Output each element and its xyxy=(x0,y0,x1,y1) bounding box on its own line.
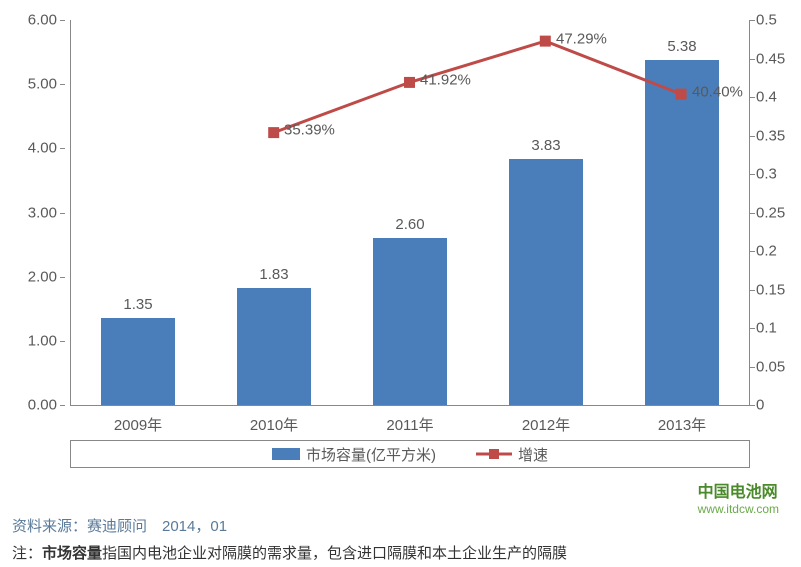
chart-container: 0.00 1.00 2.00 3.00 4.00 5.00 6.00 0 0.05 0.1 0.1… xyxy=(10,10,790,465)
y-right-tick: 0.35 xyxy=(756,127,785,144)
legend-line-swatch xyxy=(476,447,512,461)
y-right-tick: 0 xyxy=(756,397,764,414)
bar-value-label: 3.83 xyxy=(531,137,560,154)
legend-bar-label: 市场容量(亿平方米) xyxy=(306,444,436,465)
y-left-tick: 5.00 xyxy=(28,76,57,93)
bar-value-label: 5.38 xyxy=(667,38,696,55)
bar xyxy=(373,238,448,405)
y-right-tick: 0.4 xyxy=(756,89,777,106)
y-right-tick: 0.2 xyxy=(756,243,777,260)
y-right-tick: 0.45 xyxy=(756,50,785,67)
line-value-label: 41.92% xyxy=(420,72,471,89)
y-right-tick: 0.3 xyxy=(756,166,777,183)
bar-value-label: 2.60 xyxy=(395,216,424,233)
y-left-tick: 4.00 xyxy=(28,140,57,157)
note-text: 注：市场容量指国内电池企业对隔膜的需求量，包含进口隔膜和本土企业生产的隔膜 xyxy=(12,542,567,563)
line-value-label: 47.29% xyxy=(556,30,607,47)
legend: 市场容量(亿平方米) 增速 xyxy=(70,440,750,468)
bar-value-label: 1.83 xyxy=(259,266,288,283)
y-left-tick: 0.00 xyxy=(28,397,57,414)
y-axis-right: 00.050.10.150.20.250.30.350.40.450.5 xyxy=(750,20,790,405)
watermark-main: 中国电池网 xyxy=(698,478,779,502)
source-text: 资料来源：赛迪顾问 2014，01 xyxy=(12,515,227,536)
watermark-sub: www.itdcw.com xyxy=(698,502,779,516)
plot-area: 1.35 1.83 2.60 3.83 5.38 35.39% 41.92% 47.29% 4… xyxy=(70,20,750,405)
note-prefix: 注： xyxy=(12,545,42,562)
y-right-tick: 0.05 xyxy=(756,358,785,375)
bar xyxy=(101,318,176,405)
legend-item-bars: 市场容量(亿平方米) xyxy=(272,444,436,465)
y-left-tick: 6.00 xyxy=(28,12,57,29)
y-right-tick: 0.15 xyxy=(756,281,785,298)
y-right-tick: 0.1 xyxy=(756,320,777,337)
legend-bar-swatch xyxy=(272,448,300,460)
note-bold: 市场容量 xyxy=(42,545,102,562)
legend-item-line: 增速 xyxy=(476,444,548,465)
watermark: 中国电池网 www.itdcw.com xyxy=(698,478,779,516)
x-label: 2011年 xyxy=(386,414,433,435)
bar xyxy=(509,159,584,405)
y-left-tick: 1.00 xyxy=(28,332,57,349)
y-right-tick: 0.25 xyxy=(756,204,785,221)
bar-value-label: 1.35 xyxy=(123,296,152,313)
line-value-label: 35.39% xyxy=(284,122,335,139)
x-label: 2010年 xyxy=(250,414,298,435)
x-label: 2013年 xyxy=(658,414,706,435)
x-axis-labels: 2009年 2010年 2011年 2012年 2013年 xyxy=(70,410,750,435)
y-left-tick: 2.00 xyxy=(28,268,57,285)
legend-line-label: 增速 xyxy=(518,444,548,465)
y-axis-left: 0.001.002.003.004.005.006.00 xyxy=(10,20,65,405)
y-right-tick: 0.5 xyxy=(756,12,777,29)
note-rest: 指国内电池企业对隔膜的需求量，包含进口隔膜和本土企业生产的隔膜 xyxy=(102,545,567,562)
line-value-label: 40.40% xyxy=(692,83,743,100)
bar xyxy=(237,288,312,405)
x-label: 2009年 xyxy=(114,414,162,435)
y-left-tick: 3.00 xyxy=(28,204,57,221)
bar xyxy=(645,60,720,405)
bars-layer xyxy=(70,20,749,405)
x-label: 2012年 xyxy=(522,414,570,435)
x-axis-line xyxy=(70,405,750,406)
